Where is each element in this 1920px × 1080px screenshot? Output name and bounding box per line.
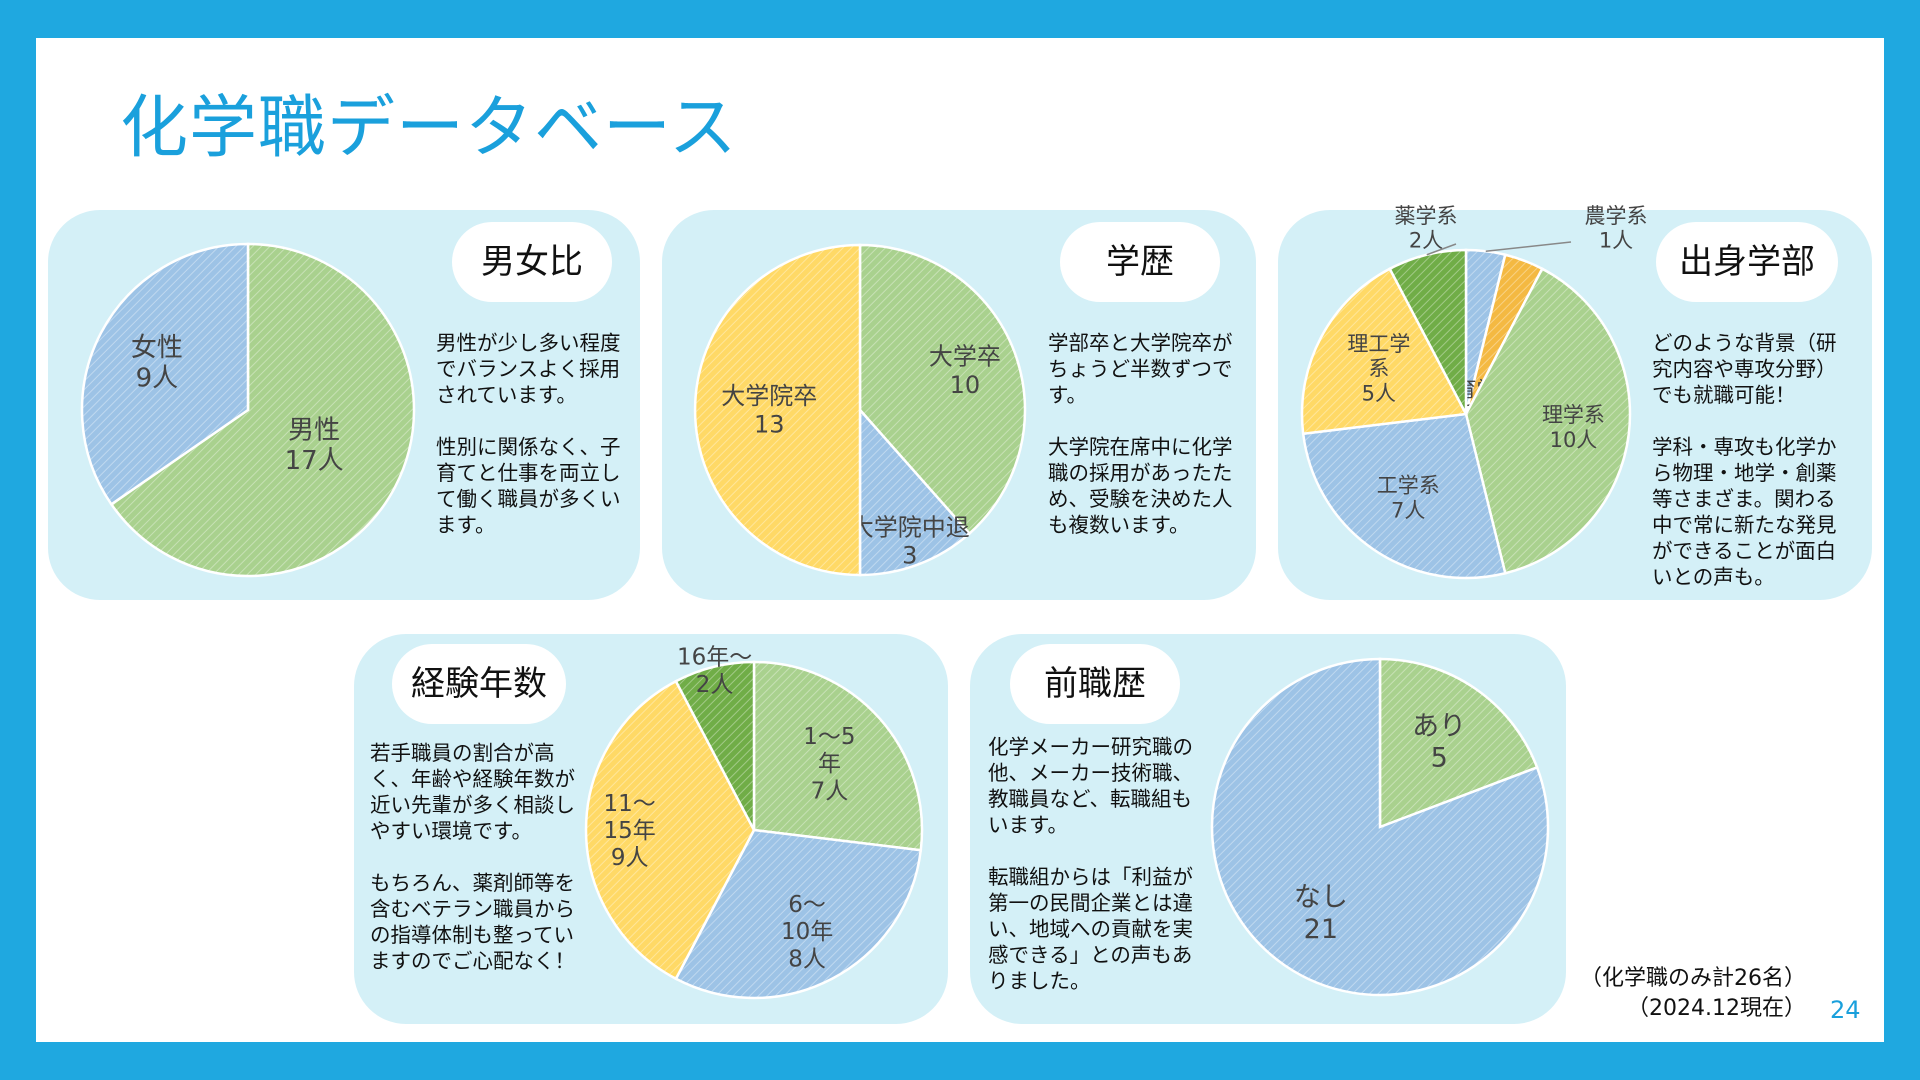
- pie-slice-gender-1: [80, 242, 250, 507]
- pie-label-faculty-3: 工学系 7人: [1377, 474, 1440, 523]
- desc-experience-p2: もちろん、薬剤師等を含むベテラン職員からの指導体制も整っていますのでご心配なく！: [370, 871, 575, 973]
- pie-label-education-2: 大学院卒 13: [721, 382, 817, 438]
- pie-label-career-1: なし 21: [1294, 882, 1348, 945]
- pie-label-experience-0: 1〜5 年 7人: [803, 724, 855, 804]
- pie-label-experience-3: 16年〜 2人: [677, 645, 752, 698]
- pie-slice-faculty-3: [1301, 412, 1507, 580]
- pie-label-education-1: 大学院中退 3: [850, 513, 970, 569]
- pie-slice-experience-2: [584, 679, 756, 981]
- pie-slice-faculty-4: [1300, 267, 1468, 436]
- desc-career-p2: 転職組からは「利益が第一の民間企業とは違い、地域への貢献を実感できる」との声もあ…: [988, 865, 1193, 993]
- pie-label-education-0: 大学卒 10: [929, 342, 1001, 398]
- pie-slice-faculty-5: [1388, 248, 1468, 415]
- footnote-date: （2024.12現在）: [1627, 996, 1806, 1021]
- desc-education: 学部卒と大学院卒がちょうど半数ずつです。 大学院在席中に化学職の採用があったため…: [1048, 330, 1244, 538]
- page-number: 24: [1830, 996, 1861, 1024]
- desc-career-p1: 化学メーカー研究職の他、メーカー技術職、教職員など、転職組もいます。: [988, 735, 1193, 837]
- heading-faculty: 出身学部: [1656, 222, 1838, 302]
- pie-label-career-0: あり 5: [1412, 711, 1466, 774]
- pie-label-faculty-0: 農学系 1人: [1585, 204, 1648, 253]
- pie-chart-career: あり 5 なし 21: [1210, 657, 1550, 997]
- pie-chart-faculty: 農学系1人教育学系1人理学系10人工学系7人理工学系5人薬学系2人: [1300, 204, 1648, 580]
- pie-label-experience-1: 6〜 10年 8人: [781, 892, 833, 972]
- pie-label-faculty-2: 理学系 10人: [1542, 403, 1605, 452]
- pie-slice-education-1: [858, 406, 972, 577]
- pie-slice-faculty-2: [1464, 267, 1632, 575]
- desc-experience: 若手職員の割合が高く、年齢や経験年数が近い先輩が多く相談しやすい環境です。 もち…: [370, 740, 585, 974]
- pie-chart-education: 大学卒 10 大学院中退 3 大学院卒 13: [693, 243, 1027, 577]
- pie-slice-experience-3: [674, 660, 756, 831]
- desc-faculty: どのような背景（研究内容や専攻分野）でも就職可能！ 学科・専攻も化学から物理・地…: [1652, 330, 1852, 590]
- pie-slice-gender-0: [109, 242, 416, 578]
- pie-chart-experience: 1〜5 年 7人 6〜 10年 8人 11〜 15年 9人 16年〜 2人: [584, 645, 924, 1000]
- footnote-total: （化学職のみ計26名）: [1580, 966, 1806, 991]
- leader-line-faculty-0: [1485, 241, 1572, 252]
- desc-gender: 男性が少し多い程度でバランスよく採用されています。 性別に関係なく、子育てと仕事…: [436, 330, 626, 538]
- pie-slice-experience-0: [752, 660, 924, 852]
- pie-slice-career-1: [1210, 657, 1550, 997]
- pie-label-gender-1: 女性 9人: [131, 333, 183, 394]
- desc-faculty-p2: 学科・専攻も化学から物理・地学・創薬等さまざま。関わる中で常に新たな発見ができる…: [1652, 435, 1837, 589]
- page-title: 化学職データベース: [120, 89, 738, 168]
- desc-faculty-p1: どのような背景（研究内容や専攻分野）でも就職可能！: [1652, 331, 1837, 407]
- desc-education-p2: 大学院在席中に化学職の採用があったため、受験を決めた人も複数います。: [1048, 435, 1233, 537]
- pie-slice-career-0: [1378, 657, 1539, 829]
- pie-label-faculty-4: 理工学系 5人: [1347, 332, 1410, 406]
- pie-label-faculty-5: 薬学系 2人: [1395, 204, 1458, 253]
- pie-label-experience-2: 11〜 15年 9人: [604, 791, 656, 871]
- heading-gender: 男女比: [452, 222, 612, 302]
- desc-experience-p1: 若手職員の割合が高く、年齢や経験年数が近い先輩が多く相談しやすい環境です。: [370, 741, 575, 843]
- pie-slice-experience-1: [674, 828, 923, 1000]
- desc-gender-p2: 性別に関係なく、子育てと仕事を両立して働く職員が多くいます。: [436, 435, 621, 537]
- pie-slice-education-0: [858, 243, 1027, 536]
- desc-career: 化学メーカー研究職の他、メーカー技術職、教職員など、転職組もいます。 転職組から…: [988, 734, 1208, 994]
- heading-career: 前職歴: [1010, 644, 1180, 724]
- desc-gender-p1: 男性が少し多い程度でバランスよく採用されています。: [436, 331, 621, 407]
- leader-line-faculty-5: [1426, 243, 1457, 256]
- desc-education-p1: 学部卒と大学院卒がちょうど半数ずつです。: [1048, 331, 1233, 407]
- pie-chart-gender: 男性 17人 女性 9人: [80, 242, 416, 578]
- heading-education: 学歴: [1060, 222, 1220, 302]
- heading-experience: 経験年数: [392, 644, 566, 724]
- pie-label-gender-0: 男性 17人: [285, 415, 344, 476]
- pie-slice-education-2: [693, 243, 862, 577]
